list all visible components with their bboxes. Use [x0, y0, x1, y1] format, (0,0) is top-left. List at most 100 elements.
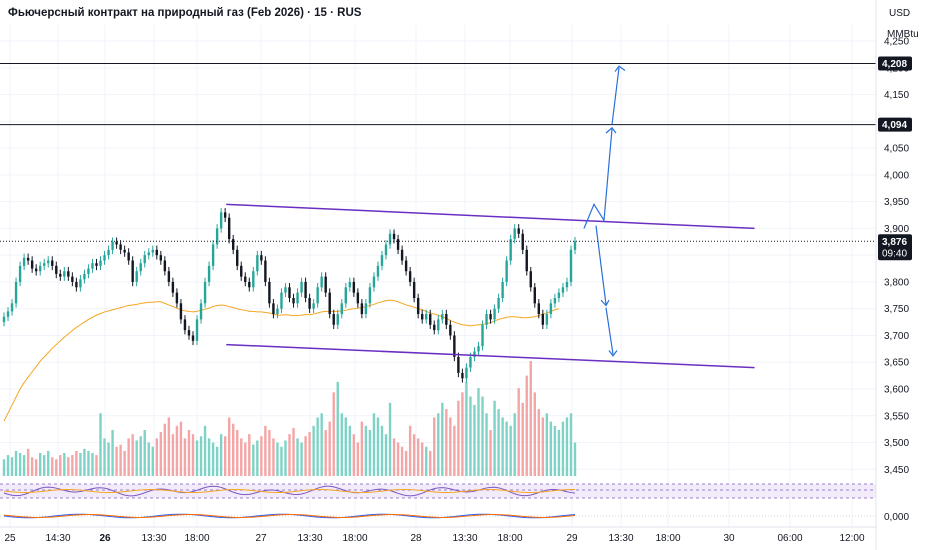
volume-bar [260, 436, 263, 476]
volume-bar [252, 444, 255, 476]
volume-bar [256, 440, 259, 476]
volume-bar [236, 430, 239, 476]
candle-body [557, 292, 561, 298]
volume-bar [139, 436, 142, 476]
price-tick-label: 3,800 [884, 277, 909, 288]
volume-bar [376, 417, 380, 476]
time-tick-label: 18:00 [655, 533, 680, 544]
volume-bar [272, 438, 275, 476]
candle-body [103, 255, 106, 261]
candle-body [159, 255, 163, 261]
volume-bar [473, 404, 476, 476]
candle-body [207, 265, 211, 282]
volume-bar [22, 455, 26, 476]
candle-body [30, 260, 34, 269]
time-tick-label: 25 [4, 533, 16, 544]
candle-body [445, 314, 448, 325]
candle-body [2, 316, 6, 323]
volume-bar [175, 425, 179, 476]
time-tick-label: 26 [99, 533, 111, 544]
volume-bar [103, 438, 106, 476]
time-tick-label: 12:00 [839, 533, 864, 544]
candle-body [264, 260, 267, 282]
volume-bars [2, 361, 577, 476]
candle-body [525, 249, 528, 272]
candle-body [163, 260, 167, 272]
volume-bar [111, 430, 114, 476]
volume-bar [489, 430, 492, 476]
horizontal-levels[interactable] [0, 63, 876, 126]
volume-bar [195, 440, 199, 476]
projection-arrows[interactable] [583, 65, 626, 357]
volume-bar [227, 417, 231, 476]
volume-bar [364, 425, 368, 476]
channel-line [226, 203, 755, 230]
volume-bar [119, 444, 122, 476]
candle-body [408, 271, 412, 282]
current-price-value: 3,876 [882, 237, 907, 248]
candle-body [352, 281, 356, 293]
channel-line [226, 343, 755, 369]
volume-bar [336, 381, 339, 476]
time-tick-label: 13:30 [452, 533, 477, 544]
level1-value: 4,208 [882, 59, 907, 70]
volume-bar [34, 459, 38, 476]
currency-label[interactable]: USD [889, 8, 910, 19]
candle-body [553, 298, 557, 304]
candle-body [521, 233, 524, 250]
candle-body [344, 287, 347, 304]
volume-bar [328, 421, 331, 476]
unit-label[interactable]: MMBtu [887, 29, 919, 40]
volume-bar [143, 430, 146, 476]
rsi-pane [0, 483, 876, 499]
volume-bar [159, 432, 163, 476]
candle-body [300, 281, 303, 293]
candle-body [63, 271, 66, 277]
volume-bar [155, 438, 159, 476]
candle-body [360, 303, 364, 315]
price-channel[interactable] [226, 203, 755, 369]
volume-bar [525, 375, 528, 476]
volume-bar [87, 450, 90, 476]
candle-body [179, 303, 183, 320]
candle-body [26, 257, 30, 261]
candle-body [400, 249, 404, 261]
candle-body [232, 239, 235, 250]
candle-body [6, 311, 10, 317]
bearish-projection-path [595, 225, 607, 305]
volume-bar [26, 448, 30, 476]
time-tick-label: 06:00 [777, 533, 802, 544]
candle-body [111, 241, 114, 250]
volume-bar [561, 421, 565, 476]
price-tick-label: 3,900 [884, 224, 909, 235]
volume-bar [63, 453, 66, 476]
volume-bar [505, 421, 508, 476]
candle-body [404, 260, 408, 272]
candle-body [541, 314, 545, 325]
time-tick-label: 28 [410, 533, 422, 544]
candle-body [215, 228, 219, 245]
candle-body [356, 292, 360, 304]
candle-body [240, 265, 243, 277]
volume-bar [477, 388, 480, 476]
arrowhead-1 [605, 126, 617, 134]
price-tick-label: 4,000 [884, 170, 909, 181]
volume-bar [529, 361, 532, 476]
time-axis[interactable]: 25 14:30 26 13:30 18:00 27 13:30 18:00 28 13:30 18… [4, 533, 865, 544]
candle-body [477, 346, 480, 352]
volume-bar [372, 413, 376, 476]
price-tick-label: 3,950 [884, 197, 909, 208]
volume-bar [400, 446, 404, 476]
candle-body [457, 356, 460, 373]
candle-body [449, 324, 452, 336]
price-tick-label: 3,550 [884, 411, 909, 422]
candle-body [83, 273, 86, 280]
candle-body [284, 287, 287, 293]
volume-bar [211, 442, 215, 476]
candle-body [14, 281, 18, 304]
volume-bar [553, 425, 557, 476]
candle-body [248, 281, 251, 288]
volume-bar [43, 455, 46, 476]
volume-bar [340, 413, 343, 476]
